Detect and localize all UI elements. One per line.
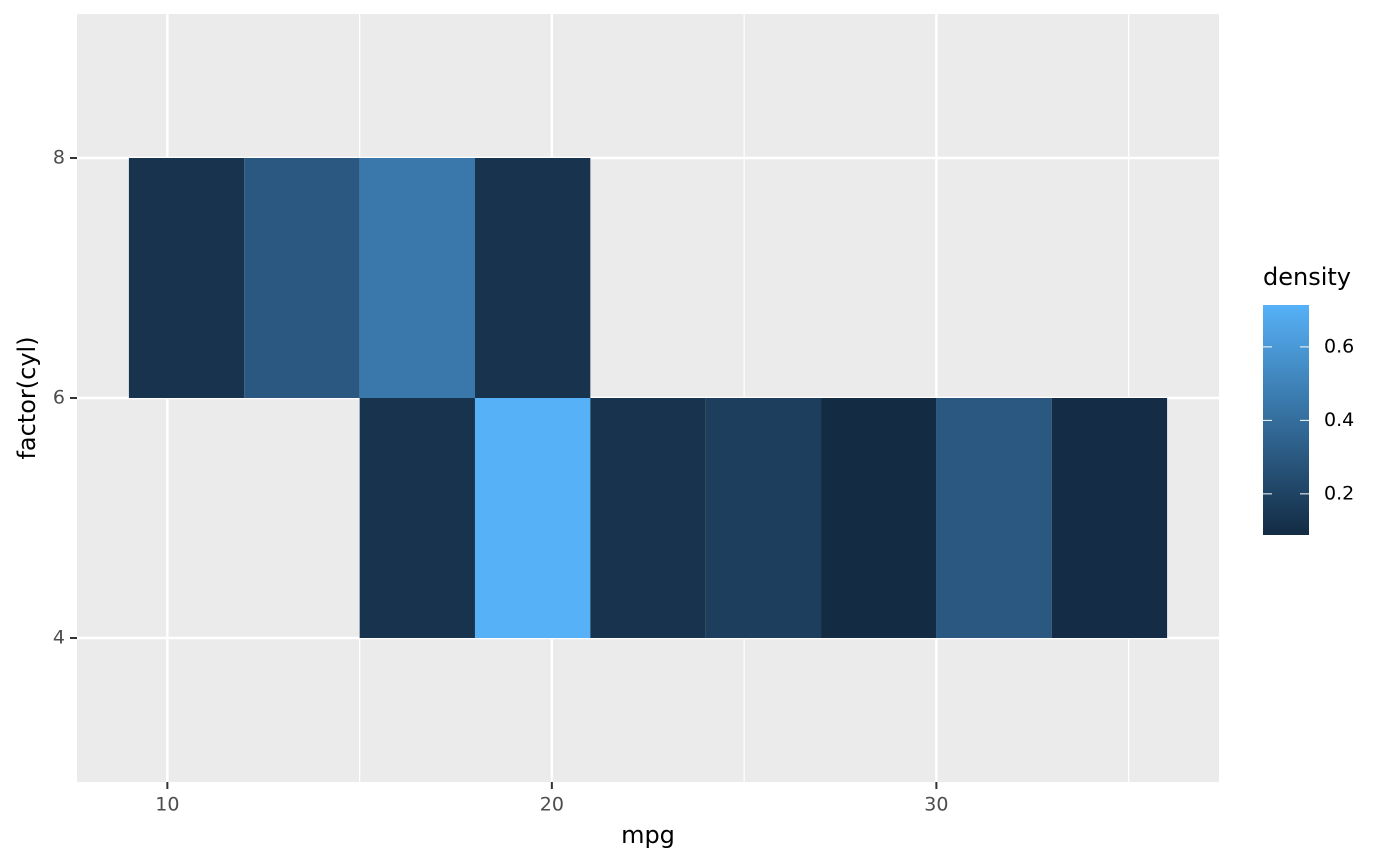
y-tick-label: 6 [53,387,65,409]
x-tick-label: 30 [924,794,948,816]
x-tick-label: 20 [540,794,564,816]
tile [359,158,475,398]
tile [474,398,591,638]
x-axis-title: mpg [621,821,675,849]
legend-label: 0.4 [1324,409,1354,431]
tile [821,398,937,638]
legend-label: 0.2 [1324,482,1354,504]
tile [474,158,591,398]
legend-label: 0.6 [1324,335,1354,357]
tile [705,398,822,638]
tile [936,398,1052,638]
legend-title: density [1263,263,1351,291]
x-tick-label: 10 [155,794,179,816]
tile [1051,398,1168,638]
y-tick-label: 8 [53,147,65,169]
tile [244,158,360,398]
tile [359,398,475,638]
y-axis-title: factor(cyl) [13,336,41,459]
y-tick-label: 4 [53,627,65,649]
tile [590,398,706,638]
tile [128,158,245,398]
